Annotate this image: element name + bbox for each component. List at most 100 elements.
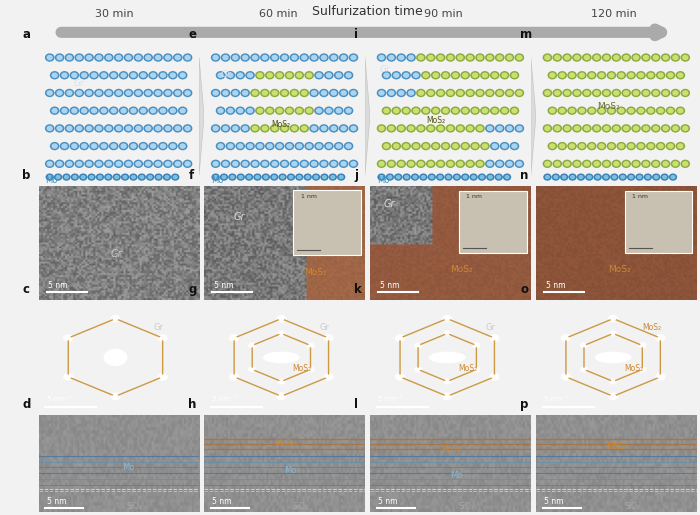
Circle shape bbox=[589, 108, 595, 113]
Circle shape bbox=[50, 107, 60, 115]
Circle shape bbox=[552, 89, 562, 97]
Circle shape bbox=[304, 71, 314, 79]
Circle shape bbox=[183, 54, 193, 62]
Circle shape bbox=[661, 160, 671, 168]
Circle shape bbox=[96, 55, 102, 60]
Circle shape bbox=[667, 143, 673, 149]
Circle shape bbox=[582, 54, 591, 62]
Circle shape bbox=[290, 124, 299, 132]
Circle shape bbox=[428, 90, 434, 96]
Circle shape bbox=[395, 374, 405, 380]
Circle shape bbox=[350, 55, 357, 60]
Circle shape bbox=[251, 368, 254, 371]
Circle shape bbox=[383, 143, 390, 149]
Circle shape bbox=[252, 161, 258, 166]
Circle shape bbox=[135, 126, 141, 131]
Circle shape bbox=[94, 89, 104, 97]
Circle shape bbox=[646, 142, 656, 150]
Circle shape bbox=[423, 143, 429, 149]
Circle shape bbox=[587, 107, 596, 115]
Circle shape bbox=[623, 126, 629, 131]
Circle shape bbox=[447, 55, 454, 60]
Circle shape bbox=[322, 175, 327, 179]
Circle shape bbox=[411, 71, 421, 79]
Circle shape bbox=[431, 107, 440, 115]
Circle shape bbox=[617, 107, 626, 115]
Circle shape bbox=[657, 143, 664, 149]
Circle shape bbox=[321, 126, 327, 131]
Circle shape bbox=[492, 375, 497, 379]
Text: MoS₂: MoS₂ bbox=[608, 265, 631, 274]
Text: 5 nm: 5 nm bbox=[544, 496, 564, 506]
Circle shape bbox=[238, 175, 244, 179]
Circle shape bbox=[408, 90, 414, 96]
Circle shape bbox=[57, 55, 63, 60]
Circle shape bbox=[160, 73, 166, 78]
Circle shape bbox=[436, 89, 445, 97]
Circle shape bbox=[245, 71, 255, 79]
Circle shape bbox=[442, 143, 449, 149]
Circle shape bbox=[514, 160, 524, 168]
Circle shape bbox=[148, 107, 158, 115]
Circle shape bbox=[96, 126, 102, 131]
Circle shape bbox=[462, 108, 468, 113]
Circle shape bbox=[644, 174, 652, 181]
Circle shape bbox=[340, 55, 346, 60]
Circle shape bbox=[130, 108, 136, 113]
Circle shape bbox=[301, 161, 307, 166]
Circle shape bbox=[212, 55, 219, 60]
Circle shape bbox=[169, 108, 176, 113]
Circle shape bbox=[262, 126, 268, 131]
Circle shape bbox=[344, 71, 354, 79]
Circle shape bbox=[633, 90, 639, 96]
Circle shape bbox=[125, 55, 132, 60]
Circle shape bbox=[629, 175, 634, 179]
Circle shape bbox=[467, 126, 473, 131]
Circle shape bbox=[577, 174, 585, 181]
Circle shape bbox=[319, 124, 329, 132]
Circle shape bbox=[350, 90, 357, 96]
Circle shape bbox=[501, 108, 508, 113]
Circle shape bbox=[350, 126, 357, 131]
Circle shape bbox=[349, 124, 358, 132]
Circle shape bbox=[631, 54, 641, 62]
Circle shape bbox=[301, 126, 307, 131]
Circle shape bbox=[490, 71, 500, 79]
Circle shape bbox=[104, 174, 113, 181]
Circle shape bbox=[490, 142, 500, 150]
Circle shape bbox=[349, 89, 358, 97]
Circle shape bbox=[618, 73, 624, 78]
Circle shape bbox=[446, 160, 455, 168]
Circle shape bbox=[80, 175, 86, 179]
Circle shape bbox=[477, 55, 483, 60]
Circle shape bbox=[280, 175, 285, 179]
Circle shape bbox=[160, 375, 165, 379]
Circle shape bbox=[66, 126, 73, 131]
Circle shape bbox=[428, 161, 434, 166]
Text: Sulfurization time: Sulfurization time bbox=[312, 5, 423, 18]
FancyBboxPatch shape bbox=[625, 191, 692, 253]
Circle shape bbox=[116, 90, 122, 96]
Circle shape bbox=[456, 124, 465, 132]
Circle shape bbox=[438, 55, 444, 60]
Circle shape bbox=[311, 55, 317, 60]
Circle shape bbox=[228, 73, 234, 78]
Circle shape bbox=[326, 73, 332, 78]
Circle shape bbox=[153, 54, 163, 62]
Circle shape bbox=[173, 89, 183, 97]
Circle shape bbox=[139, 107, 148, 115]
Circle shape bbox=[584, 90, 590, 96]
Circle shape bbox=[391, 142, 401, 150]
Circle shape bbox=[62, 108, 68, 113]
Circle shape bbox=[473, 343, 480, 348]
Circle shape bbox=[246, 175, 252, 179]
Circle shape bbox=[436, 54, 445, 62]
Circle shape bbox=[475, 54, 485, 62]
Circle shape bbox=[162, 174, 171, 181]
Circle shape bbox=[305, 175, 310, 179]
Circle shape bbox=[345, 143, 352, 149]
Circle shape bbox=[444, 379, 451, 384]
Polygon shape bbox=[199, 58, 204, 175]
Circle shape bbox=[324, 107, 334, 115]
Circle shape bbox=[436, 160, 445, 168]
